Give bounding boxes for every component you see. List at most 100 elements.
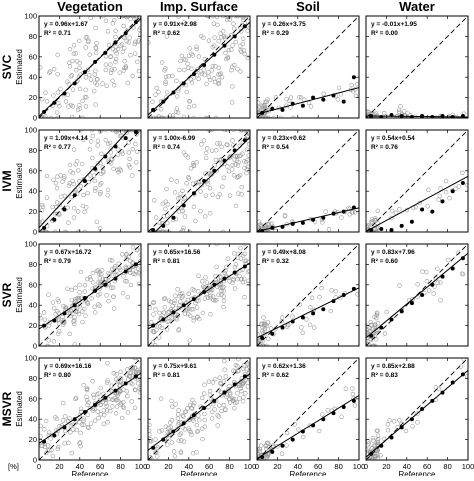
data-point xyxy=(246,375,250,380)
data-point xyxy=(186,65,191,70)
data-point xyxy=(130,245,136,250)
binned-mean-point xyxy=(399,223,404,228)
data-point xyxy=(111,166,116,172)
binned-mean-point xyxy=(280,107,285,112)
data-point xyxy=(106,298,111,304)
data-point xyxy=(385,427,391,433)
data-point xyxy=(159,428,165,433)
data-point xyxy=(176,196,181,201)
data-point xyxy=(178,58,183,64)
binned-mean-point xyxy=(42,109,47,114)
data-point xyxy=(446,115,451,118)
data-point xyxy=(118,267,123,273)
data-point xyxy=(210,380,216,385)
data-point xyxy=(58,86,63,92)
data-point xyxy=(86,38,91,44)
data-point xyxy=(99,151,104,157)
panel-svc-4: y = -0.01x+1.95 R² = 0.00 xyxy=(365,15,469,119)
binned-mean-point xyxy=(42,225,47,230)
data-point xyxy=(77,86,83,92)
data-point xyxy=(77,304,82,309)
data-point xyxy=(229,67,234,73)
x-axis-label: Reference xyxy=(181,470,218,476)
binned-mean-point xyxy=(103,50,108,55)
data-point xyxy=(208,294,213,299)
data-point xyxy=(60,314,65,320)
data-point xyxy=(162,68,167,73)
data-point xyxy=(236,358,241,362)
data-point xyxy=(105,420,110,425)
data-point xyxy=(66,183,72,188)
data-point xyxy=(120,404,126,409)
data-point xyxy=(97,276,103,281)
y-axis-label-1: Estimated xyxy=(15,49,24,85)
r-squared-label: R² = 0.79 xyxy=(44,258,71,265)
data-point xyxy=(244,147,250,152)
data-point xyxy=(163,229,168,232)
data-point xyxy=(111,370,116,376)
data-point xyxy=(413,204,419,210)
data-point xyxy=(43,90,48,95)
panel-frame xyxy=(38,243,142,347)
data-point xyxy=(123,65,129,71)
data-point xyxy=(207,392,213,398)
data-point xyxy=(222,358,227,364)
x-tick-label: 20 xyxy=(55,462,63,471)
data-point xyxy=(216,65,221,71)
data-point xyxy=(99,271,104,277)
data-point xyxy=(230,43,235,48)
data-point xyxy=(103,277,109,282)
binned-mean-point xyxy=(409,417,414,422)
data-point xyxy=(82,94,88,100)
data-point xyxy=(443,190,449,195)
data-point xyxy=(55,52,60,58)
x-tick-label: 60 xyxy=(205,462,213,471)
data-point xyxy=(61,318,67,323)
panel-frame xyxy=(256,15,360,119)
data-point xyxy=(132,405,138,411)
regression-equation: y = 0.23x+0.62 xyxy=(262,135,306,142)
data-point xyxy=(203,150,209,156)
data-point xyxy=(130,173,135,178)
data-point xyxy=(216,414,222,419)
data-point xyxy=(108,62,113,67)
data-point xyxy=(228,32,234,38)
data-point xyxy=(172,190,178,195)
data-point xyxy=(130,381,135,387)
data-point xyxy=(39,313,42,318)
data-point xyxy=(435,266,440,272)
data-point xyxy=(215,413,220,418)
panel-svr-1: 0 20 40 60 80 100 y = 0.67x+16.72 R² = 0.79 xyxy=(24,240,142,351)
data-point xyxy=(128,53,133,58)
data-point xyxy=(77,441,82,446)
data-point xyxy=(204,280,210,285)
data-point xyxy=(389,208,395,214)
data-point xyxy=(151,329,156,334)
data-point xyxy=(387,418,392,423)
data-point xyxy=(218,279,223,284)
panel-frame xyxy=(365,357,469,461)
data-point xyxy=(41,310,47,315)
data-point xyxy=(183,152,188,158)
data-point xyxy=(116,147,121,152)
data-point xyxy=(85,412,90,417)
data-point xyxy=(307,322,313,328)
data-point xyxy=(105,141,111,147)
x-tick-label: 0 xyxy=(255,462,259,471)
data-point xyxy=(368,337,374,343)
x-axis-label: Reference xyxy=(290,470,327,476)
data-point xyxy=(113,56,119,62)
data-point xyxy=(232,26,237,31)
data-point xyxy=(55,446,60,452)
r-squared-label: R² = 0.74 xyxy=(153,144,180,151)
data-point xyxy=(373,223,378,229)
binned-mean-point xyxy=(460,113,465,118)
data-point xyxy=(240,36,246,41)
data-point xyxy=(198,189,203,194)
data-point xyxy=(124,256,129,261)
data-point xyxy=(54,185,60,191)
data-point xyxy=(127,258,133,264)
data-point xyxy=(155,229,161,232)
binned-mean-point xyxy=(369,451,374,456)
data-point xyxy=(217,375,222,380)
